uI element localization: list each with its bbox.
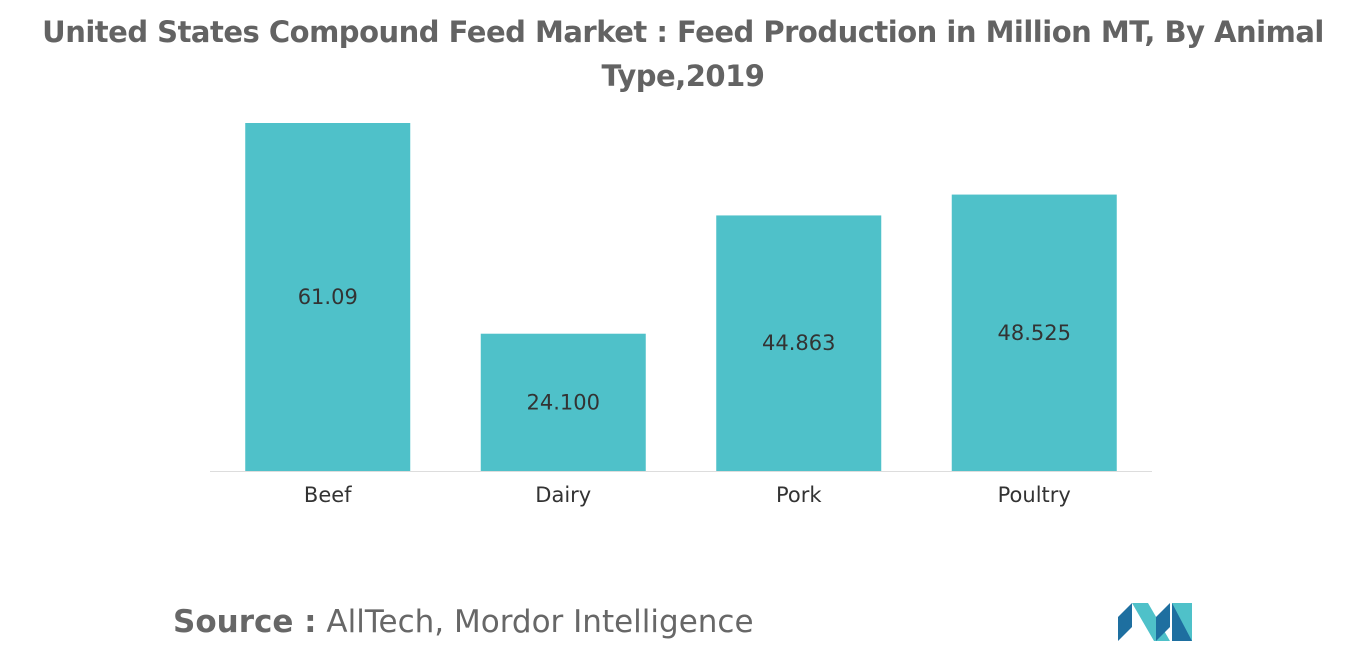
bar-pork (716, 215, 882, 471)
bar-group (245, 123, 1117, 471)
value-label-beef: 61.09 (298, 285, 358, 309)
logo-middle-stroke (1156, 603, 1170, 641)
category-label-poultry: Poultry (998, 483, 1071, 507)
logo-left-stroke (1118, 603, 1132, 641)
category-label-group: Beef Dairy Pork Poultry (304, 483, 1071, 507)
bar-beef (245, 123, 411, 471)
category-label-dairy: Dairy (535, 483, 591, 507)
chart-title: United States Compound Feed Market : Fee… (42, 15, 1324, 93)
value-label-poultry: 48.525 (998, 321, 1071, 345)
source-label: Source : (173, 604, 317, 640)
value-label-dairy: 24.100 (527, 390, 600, 414)
value-label-pork: 44.863 (762, 331, 835, 355)
logo-right-notch (1172, 603, 1192, 641)
source-note: Source : AllTech, Mordor Intelligence (173, 604, 754, 640)
bar-poultry (951, 194, 1117, 471)
category-label-pork: Pork (776, 483, 822, 507)
category-label-beef: Beef (304, 483, 352, 507)
value-label-group: 61.09 24.100 44.863 48.525 (298, 285, 1071, 414)
source-text: AllTech, Mordor Intelligence (316, 604, 754, 640)
mordor-intelligence-logo-icon (1118, 603, 1192, 641)
bar-dairy (480, 333, 646, 471)
